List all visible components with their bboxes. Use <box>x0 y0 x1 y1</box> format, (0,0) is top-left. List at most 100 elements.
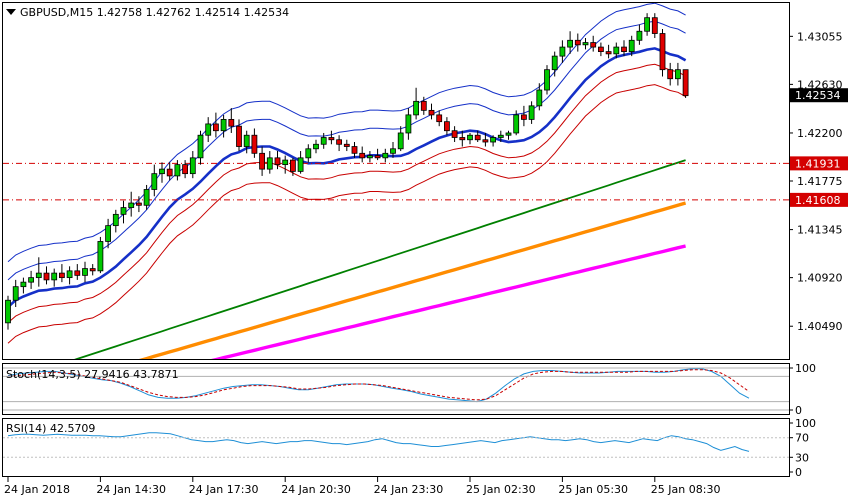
time-tick-label: 25 Jan 02:30 <box>466 483 536 496</box>
candle <box>305 144 312 163</box>
candle <box>551 51 558 77</box>
candle <box>97 236 104 274</box>
candle <box>120 200 127 224</box>
price-axis: 1.43055 1.42630 1.42200 1.41775 1.41345 1.409… <box>789 30 848 333</box>
candle <box>328 130 335 145</box>
rsi-panel[interactable]: RSI(14) 42.5709 100 70 30 0 <box>2 417 817 479</box>
symbol-ohlc-readout: GBPUSD,M15 1.42758 1.42762 1.42514 1.425… <box>20 6 289 19</box>
candle <box>366 151 373 163</box>
stochastic-signal-line <box>7 369 750 401</box>
candle <box>105 218 111 249</box>
candle <box>644 13 650 36</box>
candle <box>212 112 219 138</box>
candle <box>228 108 235 133</box>
time-tick-label: 24 Jan 23:30 <box>374 483 444 496</box>
candle <box>567 31 573 54</box>
rsi-label: RSI(14) 42.5709 <box>6 422 95 435</box>
candle <box>59 264 65 283</box>
candle <box>536 83 543 111</box>
moving-average-line-0 <box>7 47 687 308</box>
candle <box>374 148 381 161</box>
candle <box>174 160 181 181</box>
candle <box>220 114 227 138</box>
main-price-panel[interactable] <box>2 2 790 410</box>
candle <box>528 101 535 124</box>
candle <box>89 264 96 276</box>
rsi-line <box>7 432 750 452</box>
price-tick-label: 1.43055 <box>797 30 843 43</box>
level-price-tag <box>790 156 848 171</box>
indicator-tick-label: 0 <box>795 404 802 417</box>
candle <box>35 257 42 287</box>
price-tick-label: 1.42630 <box>797 78 843 91</box>
indicator-tick-label: 100 <box>795 417 816 430</box>
candle <box>128 191 135 217</box>
stochastic-label: Stoch(14,3,5) 27.9416 43.7871 <box>6 368 179 381</box>
candle <box>505 130 512 140</box>
chart-header: GBPUSD,M15 1.42758 1.42762 1.42514 1.425… <box>6 6 289 19</box>
candle <box>420 96 427 115</box>
level-price-tag <box>790 192 848 207</box>
time-tick-label: 24 Jan 17:30 <box>189 483 259 496</box>
candle <box>482 132 489 147</box>
candle <box>28 270 35 289</box>
candle <box>359 146 366 163</box>
stochastic-panel[interactable]: Stoch(14,3,5) 27.9416 43.7871 100 0 <box>2 362 817 417</box>
candle <box>513 110 520 136</box>
candle <box>582 38 589 50</box>
indicator-tick-label: 70 <box>795 432 809 445</box>
candle <box>459 130 466 147</box>
candle <box>182 160 189 179</box>
candle <box>474 130 481 143</box>
candle <box>20 277 27 294</box>
candle <box>667 62 674 86</box>
candle <box>274 151 281 170</box>
moving-average-layer <box>7 3 687 359</box>
candle <box>397 126 404 152</box>
moving-average-line-3 <box>210 244 686 359</box>
rsi-lines <box>3 432 789 458</box>
candle <box>382 148 389 163</box>
candle <box>628 35 635 57</box>
time-tick-label: 25 Jan 08:30 <box>651 483 721 496</box>
candle <box>266 151 273 174</box>
candle <box>428 103 435 120</box>
candle <box>621 40 627 57</box>
candle <box>413 87 420 120</box>
candle <box>282 155 289 174</box>
candle <box>682 69 689 98</box>
candle <box>659 28 666 77</box>
price-tick-label: 1.42200 <box>797 127 843 140</box>
price-tick-label: 1.41775 <box>797 175 843 188</box>
candle <box>236 119 242 152</box>
candle <box>605 44 612 59</box>
candle <box>66 266 73 285</box>
envelope-line-0 <box>7 20 686 281</box>
envelope-line-3 <box>7 84 686 344</box>
candle <box>675 62 681 86</box>
candle <box>574 33 581 52</box>
time-tick-label: 25 Jan 05:30 <box>558 483 628 496</box>
candle <box>297 151 304 174</box>
candle <box>590 35 597 52</box>
indicator-tick-label: 0 <box>795 466 802 479</box>
candle <box>112 209 119 233</box>
candle <box>336 135 343 152</box>
candle <box>436 110 443 127</box>
candle <box>143 184 150 210</box>
candle <box>189 151 196 179</box>
candle <box>313 139 319 154</box>
candle <box>43 266 50 285</box>
candle <box>651 13 658 39</box>
chart-menu-triangle-icon[interactable] <box>6 9 16 15</box>
current-price-tag <box>790 88 848 103</box>
candle <box>251 128 258 158</box>
candle <box>636 24 643 45</box>
envelope-line-2 <box>7 63 686 324</box>
candle <box>559 40 566 63</box>
candle <box>451 126 458 143</box>
envelope-line-1 <box>7 3 686 263</box>
candle <box>390 142 396 158</box>
candle <box>289 157 296 176</box>
